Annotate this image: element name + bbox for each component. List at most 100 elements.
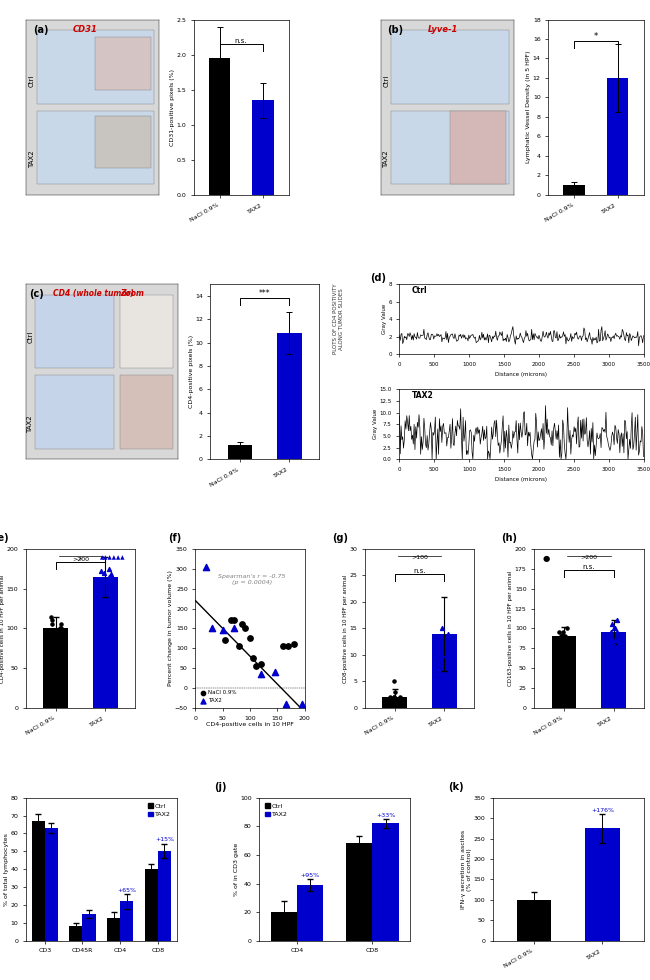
Text: (k): (k) <box>448 782 463 793</box>
Bar <box>372 823 398 941</box>
Text: +95%: +95% <box>301 873 320 878</box>
TAX2 <box>280 696 291 711</box>
Text: Ctrl: Ctrl <box>27 330 34 343</box>
Point <box>56 620 66 636</box>
Text: Ctrl: Ctrl <box>411 285 427 295</box>
Y-axis label: Gray Value: Gray Value <box>382 304 387 334</box>
Bar <box>585 828 619 941</box>
Point <box>443 668 453 684</box>
Bar <box>120 375 174 449</box>
Point <box>563 630 573 646</box>
Text: Lyve-1: Lyve-1 <box>428 24 458 34</box>
Bar <box>35 375 114 449</box>
Bar <box>450 111 506 184</box>
Point <box>556 628 566 644</box>
Bar <box>144 869 158 941</box>
Text: ●: ● <box>543 554 550 563</box>
Point <box>433 647 443 662</box>
Text: TAX2: TAX2 <box>27 416 34 433</box>
Bar <box>277 333 302 460</box>
Point <box>558 624 568 640</box>
Point <box>385 690 395 706</box>
Bar <box>564 185 585 195</box>
Point <box>608 620 619 636</box>
Point <box>104 577 114 593</box>
Point <box>388 690 398 706</box>
Bar <box>120 295 174 368</box>
Point <box>47 612 57 628</box>
NaCl 0.9% <box>256 657 266 672</box>
Text: TAX2: TAX2 <box>384 151 389 169</box>
Point <box>434 196 445 212</box>
Bar <box>158 852 171 941</box>
NaCl 0.9% <box>283 639 294 655</box>
Y-axis label: Lymphatic Vessel Density (in 5 HPF): Lymphatic Vessel Density (in 5 HPF) <box>526 51 532 164</box>
Bar <box>391 30 509 104</box>
NaCl 0.9% <box>245 630 255 646</box>
Legend: Ctrl, TAX2: Ctrl, TAX2 <box>263 801 291 819</box>
Y-axis label: Gray Value: Gray Value <box>373 409 378 439</box>
NaCl 0.9% <box>234 639 244 655</box>
Point <box>437 620 447 636</box>
TAX2 <box>207 620 217 636</box>
Y-axis label: CD31-positive pixels (%): CD31-positive pixels (%) <box>170 69 175 146</box>
NaCl 0.9% <box>228 612 239 628</box>
Bar <box>83 914 96 941</box>
Point <box>103 574 114 590</box>
Point <box>610 632 620 648</box>
Text: (c): (c) <box>29 289 44 300</box>
TAX2 <box>256 666 266 682</box>
Text: (d): (d) <box>370 272 386 283</box>
Text: >100: >100 <box>411 556 428 561</box>
Text: +176%: +176% <box>591 808 614 813</box>
Point <box>437 684 447 700</box>
Text: (g): (g) <box>332 533 348 543</box>
Text: (a): (a) <box>32 24 48 35</box>
Bar <box>346 844 372 941</box>
Point <box>558 632 568 648</box>
Bar <box>45 828 58 941</box>
NaCl 0.9% <box>250 659 261 674</box>
Text: ***: *** <box>259 289 270 298</box>
Point <box>53 632 63 648</box>
Y-axis label: % of in CD3 gate: % of in CD3 gate <box>234 843 239 896</box>
Bar <box>107 917 120 941</box>
Text: CD4 (whole tumor): CD4 (whole tumor) <box>53 289 134 299</box>
TAX2 <box>228 620 239 636</box>
Text: *: * <box>79 557 83 563</box>
Point <box>98 564 109 580</box>
Bar <box>601 632 626 708</box>
Point <box>560 628 570 644</box>
NaCl 0.9% <box>239 620 250 636</box>
Bar <box>32 821 45 941</box>
Text: Ctrl: Ctrl <box>29 74 34 87</box>
Point <box>105 566 116 582</box>
Point <box>554 631 565 647</box>
Text: TAX2: TAX2 <box>411 391 434 400</box>
Point <box>105 569 116 585</box>
Bar <box>606 78 629 195</box>
Point <box>560 636 570 652</box>
Y-axis label: CD4-positive pixels (%): CD4-positive pixels (%) <box>188 335 194 409</box>
Point <box>434 658 444 673</box>
NaCl 0.9% <box>226 612 236 628</box>
Point <box>608 636 619 652</box>
Point <box>443 626 453 642</box>
Text: (f): (f) <box>168 533 181 543</box>
Text: (j): (j) <box>214 782 227 793</box>
Bar <box>552 636 577 708</box>
Bar <box>96 116 151 169</box>
Point <box>51 628 61 644</box>
Y-axis label: Percent change in tumor volume (%): Percent change in tumor volume (%) <box>168 570 174 686</box>
Point <box>610 620 621 636</box>
Point <box>436 647 447 662</box>
Text: >200: >200 <box>580 556 597 561</box>
Point <box>562 620 573 636</box>
Text: Ctrl: Ctrl <box>384 74 389 87</box>
Point <box>49 624 60 640</box>
Y-axis label: CD4-positive cells in 10 HPF per animal: CD4-positive cells in 10 HPF per animal <box>0 574 5 683</box>
Y-axis label: CD163-positive cells in 10 HPF per animal: CD163-positive cells in 10 HPF per anima… <box>508 570 514 686</box>
Text: *: * <box>593 31 598 40</box>
NaCl 0.9% <box>289 636 299 652</box>
Text: +15%: +15% <box>155 838 174 843</box>
